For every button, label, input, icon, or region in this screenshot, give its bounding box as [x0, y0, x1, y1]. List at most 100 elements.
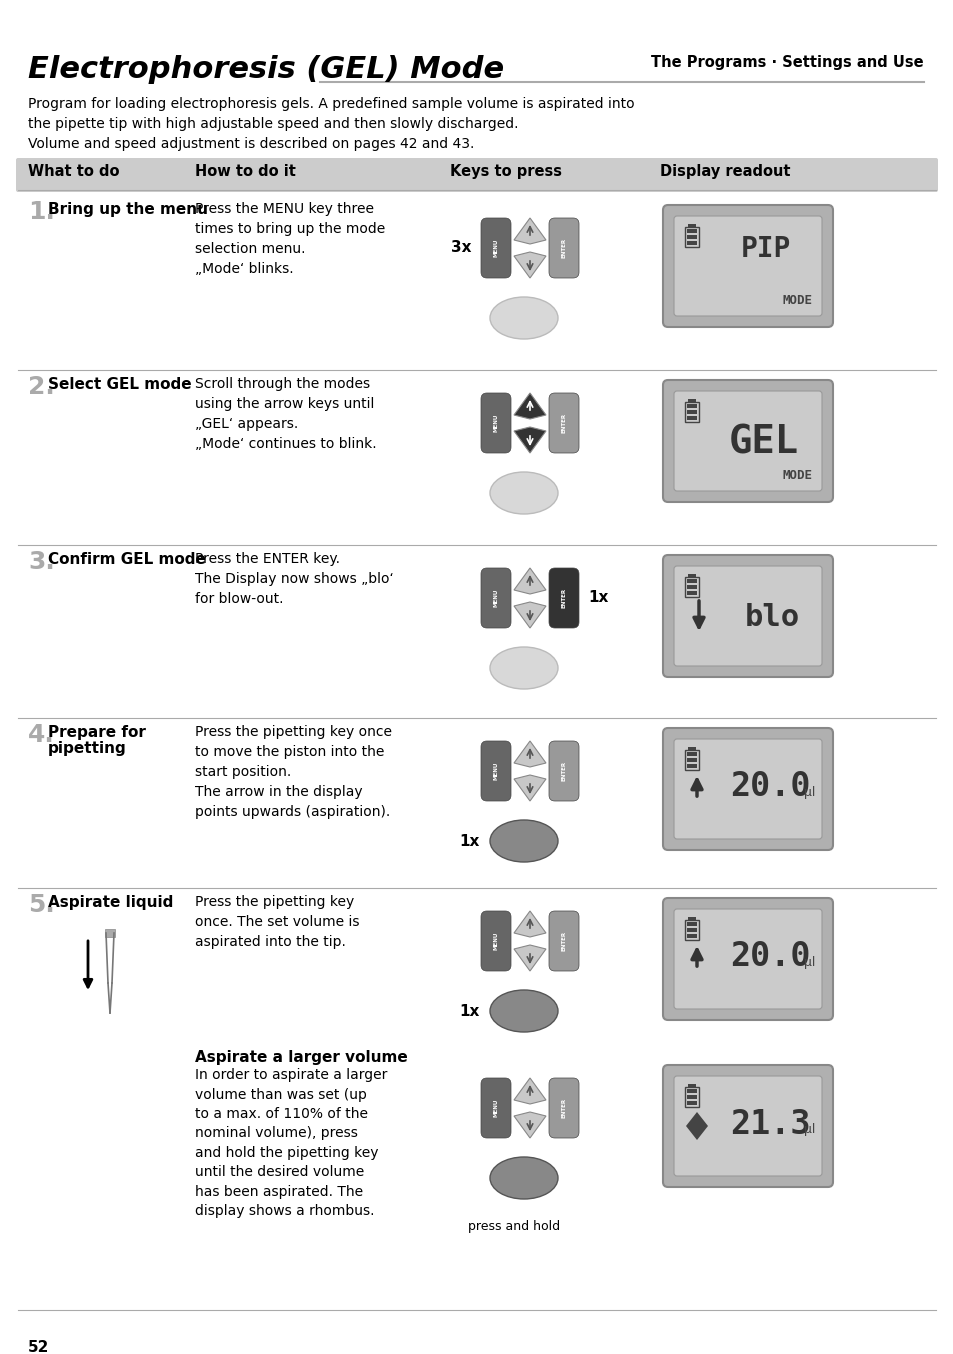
Ellipse shape [490, 473, 558, 515]
Bar [686, 1095, 697, 1099]
Text: 20.0: 20.0 [729, 941, 809, 974]
FancyBboxPatch shape [548, 911, 578, 971]
FancyBboxPatch shape [16, 158, 937, 192]
Bar [686, 403, 697, 408]
FancyBboxPatch shape [548, 567, 578, 628]
Text: ENTER: ENTER [561, 413, 566, 433]
Bar [686, 410, 697, 414]
FancyBboxPatch shape [673, 1076, 821, 1177]
Text: 4.: 4. [28, 723, 54, 747]
Bar [684, 227, 699, 246]
FancyBboxPatch shape [662, 555, 832, 677]
Text: Confirm GEL mode: Confirm GEL mode [48, 552, 206, 567]
Bar [686, 1101, 697, 1105]
Ellipse shape [490, 647, 558, 689]
Text: PIP: PIP [740, 236, 790, 263]
Bar [686, 241, 697, 245]
Text: Keys to press: Keys to press [450, 164, 561, 179]
Text: Aspirate a larger volume: Aspirate a larger volume [194, 1049, 407, 1066]
Bar [686, 758, 697, 762]
Bar [686, 590, 697, 594]
FancyBboxPatch shape [548, 393, 578, 454]
FancyBboxPatch shape [548, 741, 578, 802]
Text: Scroll through the modes
using the arrow keys until
„GEL‘ appears.
„Mode‘ contin: Scroll through the modes using the arrow… [194, 376, 376, 451]
Bar [686, 934, 697, 938]
Text: Select GEL mode: Select GEL mode [48, 376, 192, 393]
Bar [687, 223, 696, 227]
Polygon shape [514, 252, 545, 278]
Text: pipetting: pipetting [48, 741, 127, 756]
Polygon shape [514, 1112, 545, 1137]
Bar [684, 750, 699, 770]
Bar [686, 1089, 697, 1093]
Text: ENTER: ENTER [561, 238, 566, 259]
Text: blo: blo [743, 604, 799, 632]
Text: How to do it: How to do it [194, 164, 295, 179]
Bar [686, 927, 697, 932]
FancyBboxPatch shape [662, 1066, 832, 1187]
Bar [686, 585, 697, 589]
Text: Aspirate liquid: Aspirate liquid [48, 895, 173, 910]
Text: The Programs · Settings and Use: The Programs · Settings and Use [651, 56, 923, 70]
FancyBboxPatch shape [673, 217, 821, 315]
Polygon shape [514, 427, 545, 454]
Text: ENTER: ENTER [561, 932, 566, 951]
Text: Prepare for: Prepare for [48, 724, 146, 741]
Text: ENTER: ENTER [561, 588, 566, 608]
Ellipse shape [490, 1158, 558, 1200]
Bar [687, 917, 696, 919]
Text: ENTER: ENTER [561, 1098, 566, 1118]
Bar [687, 574, 696, 577]
Text: Program for loading electrophoresis gels. A predefined sample volume is aspirate: Program for loading electrophoresis gels… [28, 97, 634, 152]
FancyBboxPatch shape [480, 393, 511, 454]
Text: µl: µl [802, 1122, 814, 1136]
Bar [684, 1087, 699, 1108]
FancyBboxPatch shape [673, 566, 821, 666]
Ellipse shape [490, 821, 558, 862]
Polygon shape [514, 393, 545, 418]
FancyBboxPatch shape [662, 728, 832, 850]
Text: µl: µl [802, 956, 814, 969]
Text: In order to aspirate a larger
volume than was set (up
to a max. of 110% of the
n: In order to aspirate a larger volume tha… [194, 1068, 387, 1219]
Text: µl: µl [802, 787, 814, 799]
Polygon shape [514, 945, 545, 971]
Bar [686, 751, 697, 756]
Text: Press the pipetting key
once. The set volume is
aspirated into the tip.: Press the pipetting key once. The set vo… [194, 895, 359, 949]
Text: 1.: 1. [28, 200, 55, 223]
Text: 3.: 3. [28, 550, 54, 574]
Bar [686, 236, 697, 240]
Text: Press the ENTER key.
The Display now shows „blo‘
for blow-out.: Press the ENTER key. The Display now sho… [194, 552, 394, 607]
FancyBboxPatch shape [480, 218, 511, 278]
Bar [105, 929, 115, 937]
Polygon shape [514, 1078, 545, 1104]
Text: MODE: MODE [782, 468, 812, 482]
Text: MENU: MENU [493, 414, 498, 432]
Text: Electrophoresis (GEL) Mode: Electrophoresis (GEL) Mode [28, 56, 503, 84]
Text: MENU: MENU [493, 589, 498, 607]
Polygon shape [514, 911, 545, 937]
Bar [684, 402, 699, 422]
Bar [686, 922, 697, 926]
Text: What to do: What to do [28, 164, 119, 179]
Text: MENU: MENU [493, 238, 498, 257]
Ellipse shape [490, 990, 558, 1032]
FancyBboxPatch shape [548, 218, 578, 278]
FancyBboxPatch shape [673, 739, 821, 839]
Bar [684, 919, 699, 940]
Text: Press the pipetting key once
to move the piston into the
start position.
The arr: Press the pipetting key once to move the… [194, 724, 392, 819]
Text: 21.3: 21.3 [729, 1108, 809, 1140]
Text: MENU: MENU [493, 932, 498, 951]
Bar [686, 580, 697, 584]
Text: 20.0: 20.0 [729, 770, 809, 803]
Polygon shape [514, 774, 545, 802]
FancyBboxPatch shape [673, 909, 821, 1009]
Bar [687, 1085, 696, 1087]
Polygon shape [514, 218, 545, 244]
FancyBboxPatch shape [662, 380, 832, 502]
Text: press and hold: press and hold [468, 1220, 559, 1233]
Text: Press the MENU key three
times to bring up the mode
selection menu.
„Mode‘ blink: Press the MENU key three times to bring … [194, 202, 385, 276]
Polygon shape [514, 567, 545, 594]
Bar [686, 764, 697, 768]
Text: MENU: MENU [493, 762, 498, 780]
Text: 1x: 1x [459, 1003, 479, 1018]
